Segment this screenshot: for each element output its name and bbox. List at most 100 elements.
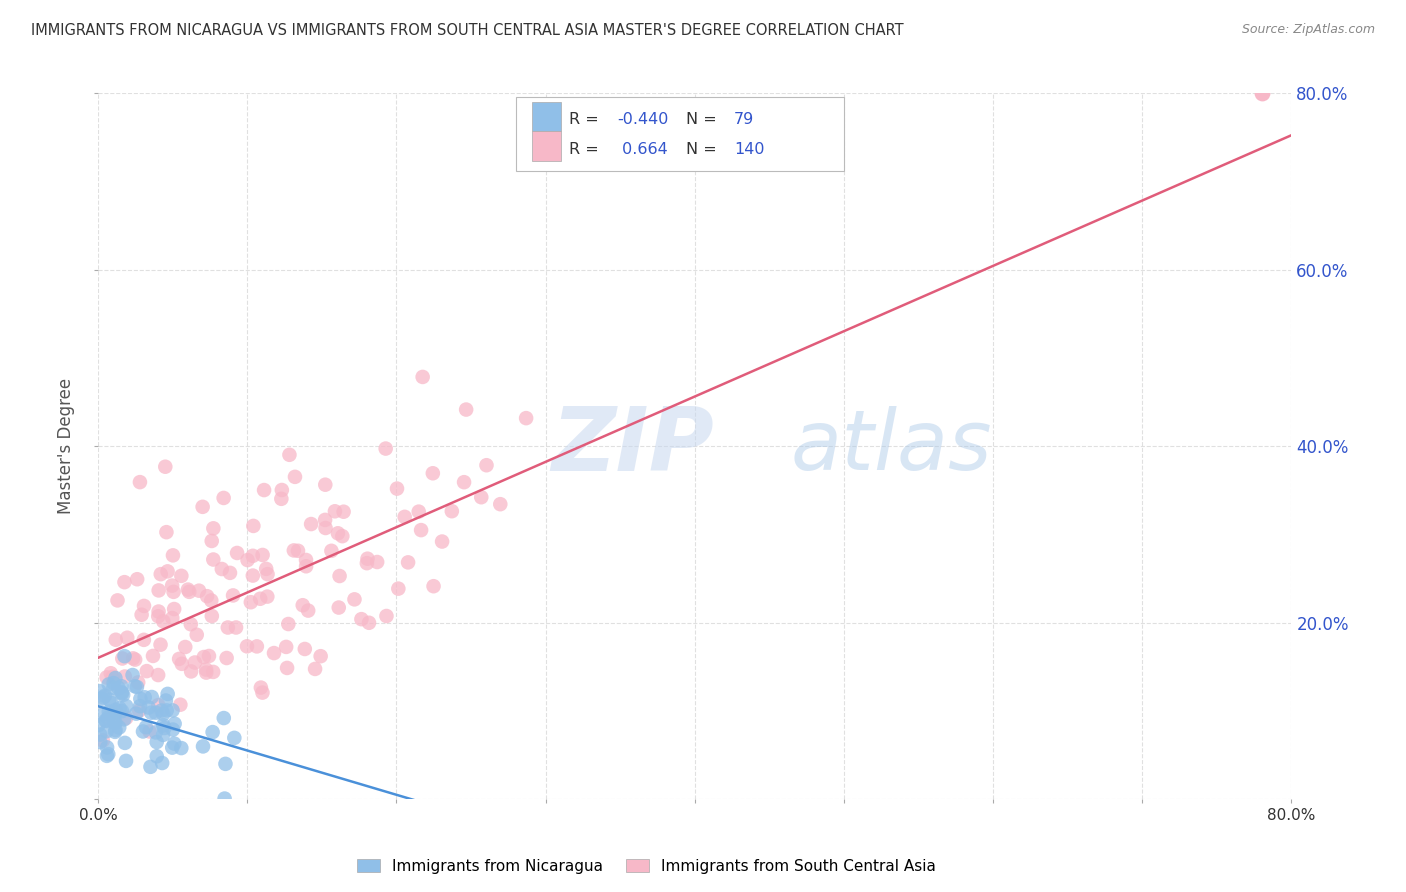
- Point: [456, 402, 478, 417]
- Point: [139, 760, 162, 774]
- Point: [132, 632, 155, 647]
- Point: [180, 665, 202, 679]
- Point: [104, 703, 127, 717]
- Point: [115, 711, 138, 725]
- Point: [115, 754, 138, 768]
- Point: [263, 646, 285, 660]
- Point: [91, 690, 114, 705]
- Point: [163, 602, 186, 616]
- Point: [163, 737, 186, 751]
- Point: [145, 749, 167, 764]
- Point: [100, 696, 122, 710]
- Point: [219, 566, 242, 580]
- Point: [170, 569, 193, 583]
- Text: 79: 79: [734, 112, 755, 127]
- Point: [150, 756, 173, 770]
- Point: [252, 548, 274, 562]
- Point: [236, 553, 259, 567]
- Point: [184, 656, 207, 670]
- Point: [422, 579, 444, 593]
- Point: [114, 575, 136, 590]
- Point: [332, 505, 354, 519]
- Point: [94, 714, 117, 728]
- Point: [270, 491, 292, 506]
- Point: [138, 724, 160, 739]
- Point: [326, 526, 349, 541]
- Point: [110, 685, 132, 699]
- Point: [96, 724, 118, 739]
- Point: [270, 483, 292, 497]
- Point: [128, 704, 150, 718]
- Point: [356, 551, 378, 566]
- Point: [201, 725, 224, 739]
- Point: [125, 706, 148, 721]
- Point: [104, 715, 127, 730]
- Point: [1250, 87, 1272, 101]
- Point: [162, 723, 184, 737]
- Point: [242, 549, 264, 563]
- Point: [314, 477, 336, 491]
- Point: [430, 534, 453, 549]
- Point: [96, 670, 118, 684]
- Point: [121, 668, 143, 682]
- Point: [253, 483, 276, 497]
- Point: [103, 681, 125, 695]
- Point: [96, 748, 118, 763]
- Point: [94, 689, 117, 703]
- Point: [366, 555, 388, 569]
- Point: [134, 690, 156, 705]
- Point: [202, 665, 225, 679]
- Point: [329, 569, 352, 583]
- Point: [152, 718, 174, 732]
- Point: [256, 590, 278, 604]
- Point: [150, 704, 173, 718]
- Point: [193, 650, 215, 665]
- Point: [108, 721, 131, 735]
- Point: [156, 703, 179, 717]
- Point: [155, 693, 177, 707]
- Point: [104, 724, 127, 739]
- Point: [100, 666, 122, 681]
- Point: [89, 735, 111, 749]
- Point: [256, 567, 278, 582]
- Point: [135, 720, 157, 734]
- Point: [155, 459, 177, 474]
- Point: [387, 582, 409, 596]
- Point: [162, 585, 184, 599]
- Point: [224, 731, 246, 745]
- Point: [283, 543, 305, 558]
- Point: [309, 649, 332, 664]
- Point: [90, 691, 112, 706]
- Point: [226, 546, 249, 560]
- Point: [162, 549, 184, 563]
- Point: [357, 615, 380, 630]
- Text: N =: N =: [686, 112, 723, 127]
- Point: [93, 706, 115, 721]
- Point: [315, 521, 337, 535]
- Point: [201, 533, 224, 548]
- Point: [475, 458, 498, 473]
- Point: [135, 664, 157, 678]
- Point: [160, 578, 183, 592]
- Point: [215, 651, 238, 665]
- FancyBboxPatch shape: [516, 97, 844, 171]
- Point: [195, 665, 218, 680]
- Point: [112, 688, 135, 702]
- Point: [103, 676, 125, 690]
- Point: [314, 513, 336, 527]
- Point: [295, 559, 318, 574]
- Point: [246, 640, 269, 654]
- Text: atlas: atlas: [790, 406, 991, 487]
- Point: [188, 583, 211, 598]
- Point: [287, 543, 309, 558]
- Point: [250, 681, 273, 695]
- Point: [515, 411, 537, 425]
- Text: IMMIGRANTS FROM NICARAGUA VS IMMIGRANTS FROM SOUTH CENTRAL ASIA MASTER'S DEGREE : IMMIGRANTS FROM NICARAGUA VS IMMIGRANTS …: [31, 23, 904, 38]
- Point: [124, 679, 146, 693]
- Point: [101, 670, 124, 684]
- Point: [156, 687, 179, 701]
- Point: [242, 568, 264, 582]
- Point: [87, 718, 110, 732]
- Point: [149, 567, 172, 582]
- Point: [107, 593, 129, 607]
